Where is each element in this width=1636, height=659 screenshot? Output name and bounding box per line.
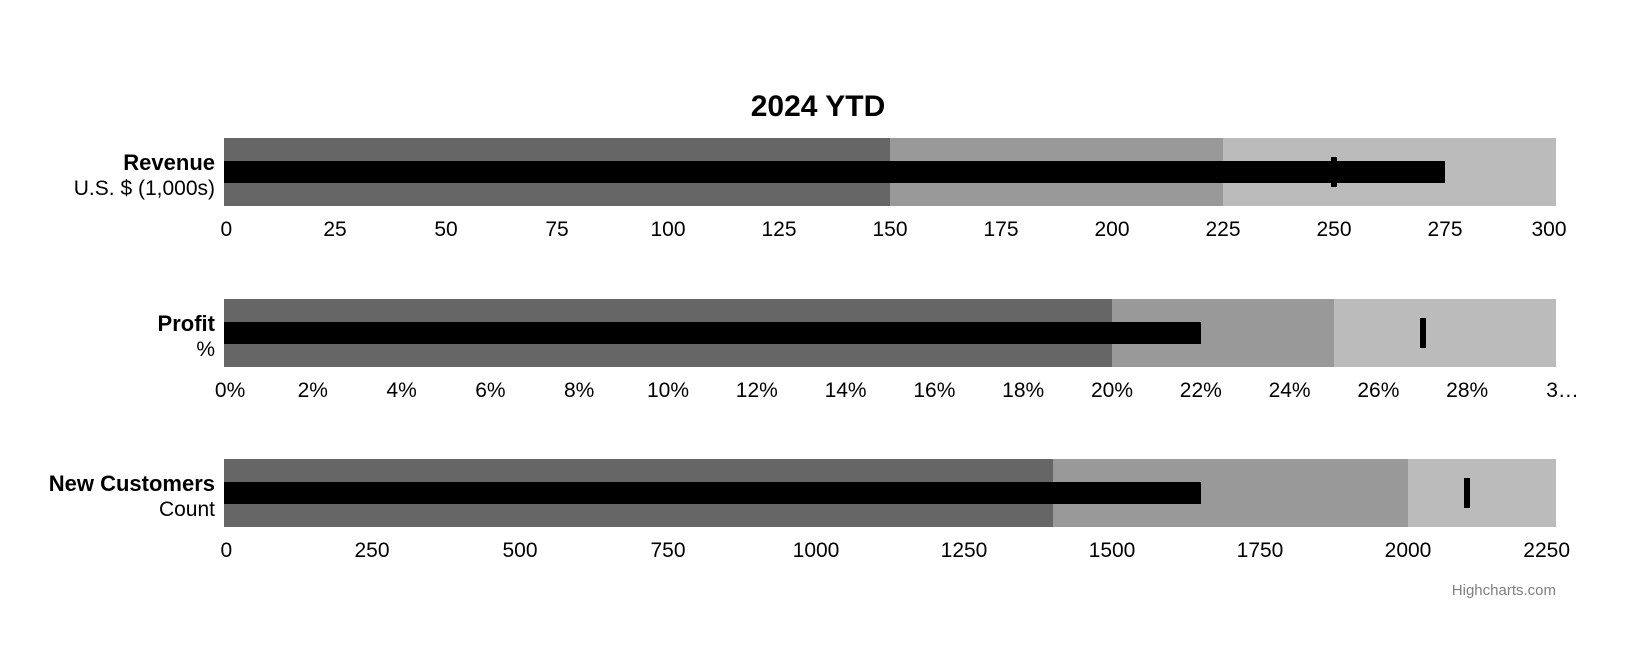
bullet-track (224, 459, 1556, 527)
axis-tick: 12% (736, 379, 778, 403)
axis-tick: 1750 (1237, 539, 1284, 563)
axis-tick: 250 (354, 539, 389, 563)
bullet-label: New CustomersCount (49, 470, 215, 524)
axis-tick: 20% (1091, 379, 1133, 403)
credits-link[interactable]: Highcharts.com (1452, 582, 1556, 599)
axis-tick: 500 (502, 539, 537, 563)
axis-tick: 2000 (1385, 539, 1432, 563)
axis-tick: 200 (1094, 218, 1129, 242)
axis-tick: 8% (564, 379, 594, 403)
axis-tick: 0 (220, 539, 232, 563)
bullet-target (1420, 318, 1426, 348)
bullet-measure (224, 161, 1445, 183)
axis-tick: 14% (825, 379, 867, 403)
bullet-target (1331, 157, 1337, 187)
axis-tick: 50 (434, 218, 457, 242)
axis-tick: 4% (386, 379, 416, 403)
bullet-unit: Count (49, 497, 215, 523)
axis-tick: 2% (298, 379, 328, 403)
bullet-track (224, 138, 1556, 206)
bullet-measure (224, 482, 1201, 504)
axis-tick: 225 (1205, 218, 1240, 242)
axis-tick: 2250 (1523, 539, 1570, 563)
bullet-row: Profit%0% 2% 4% 6% 8% 10% 12% 14% 16% 18% 20% 22% 24… (0, 299, 1636, 407)
axis-tick: 0% (215, 379, 245, 403)
axis-tick: 1250 (941, 539, 988, 563)
bullet-label: RevenueU.S. $ (1,000s) (74, 149, 215, 203)
bullet-axis: 0%2%4%6%8%10%12%14%16%18%20%22%24%26%28%… (224, 379, 1556, 409)
bullet-band (1408, 459, 1556, 527)
bullet-axis: 0250500750100012501500175020002250 (224, 539, 1556, 569)
bullet-unit: % (158, 337, 215, 363)
axis-tick: 750 (650, 539, 685, 563)
bullet-unit: U.S. $ (1,000s) (74, 176, 215, 202)
bullet-band (1334, 299, 1556, 367)
axis-tick: 0 (220, 218, 232, 242)
bullet-row: RevenueU.S. $ (1,000s)0 25 50 75 100 125 150 17… (0, 138, 1636, 246)
axis-tick: 275 (1427, 218, 1462, 242)
axis-tick: 18% (1002, 379, 1044, 403)
axis-tick: 100 (650, 218, 685, 242)
axis-tick: 125 (761, 218, 796, 242)
axis-tick: 75 (545, 218, 568, 242)
axis-tick: 22% (1180, 379, 1222, 403)
bullet-name: Revenue (74, 149, 215, 177)
bullet-target (1464, 478, 1470, 508)
axis-tick: 6% (475, 379, 505, 403)
bullet-label: Profit% (158, 310, 215, 364)
bullet-name: New Customers (49, 470, 215, 498)
axis-tick: 10% (647, 379, 689, 403)
bullet-row: New CustomersCount0 250 500 750 1000 1250 1500… (0, 459, 1636, 567)
chart-title: 2024 YTD (0, 90, 1636, 124)
bullet-track (224, 299, 1556, 367)
axis-tick: 1500 (1089, 539, 1136, 563)
axis-tick: 300 (1531, 218, 1566, 242)
axis-tick: 28% (1446, 379, 1488, 403)
axis-tick: 1000 (793, 539, 840, 563)
bullet-name: Profit (158, 310, 215, 338)
bullet-axis: 0255075100125150175200225250275300 (224, 218, 1556, 248)
axis-tick: 3… (1546, 379, 1579, 403)
axis-tick: 250 (1316, 218, 1351, 242)
bullet-measure (224, 322, 1201, 344)
axis-tick: 150 (872, 218, 907, 242)
axis-tick: 26% (1357, 379, 1399, 403)
axis-tick: 24% (1269, 379, 1311, 403)
axis-tick: 16% (913, 379, 955, 403)
axis-tick: 175 (983, 218, 1018, 242)
axis-tick: 25 (323, 218, 346, 242)
